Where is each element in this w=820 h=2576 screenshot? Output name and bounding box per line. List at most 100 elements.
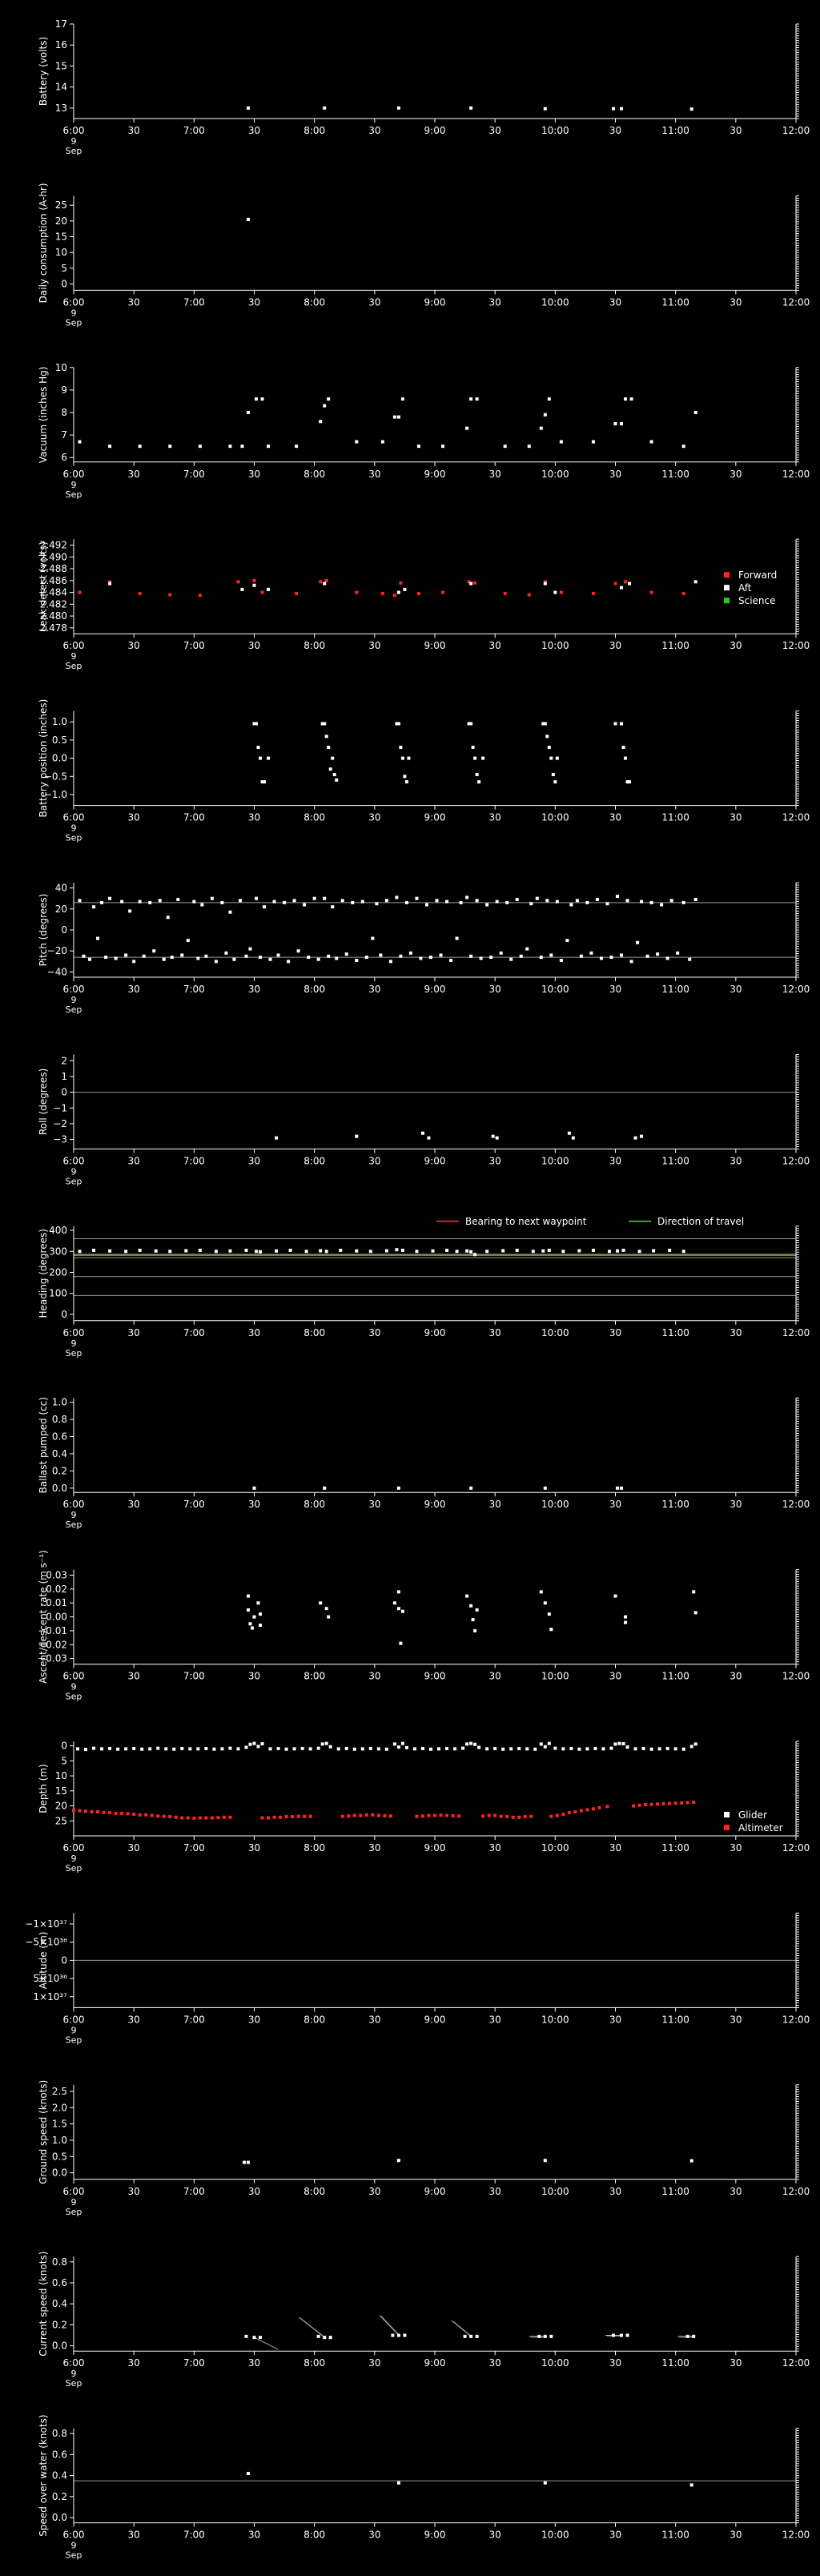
data-point xyxy=(272,1815,276,1819)
data-point xyxy=(272,900,276,904)
data-point xyxy=(355,440,359,444)
data-point xyxy=(228,445,232,449)
data-point xyxy=(465,426,469,430)
x-tick-sublabel: 9 xyxy=(71,2541,77,2551)
legend-label: Aft xyxy=(738,582,752,594)
data-point xyxy=(661,1801,665,1805)
x-tick-label: 8:00 xyxy=(303,812,325,823)
data-point xyxy=(591,592,595,596)
data-point xyxy=(368,1250,372,1254)
y-tick-label: 1×10³⁷ xyxy=(33,1991,67,2002)
data-point xyxy=(323,2336,327,2340)
y-tick-label: 0.8 xyxy=(52,1414,67,1425)
x-tick-label: 30 xyxy=(248,1155,260,1166)
data-point xyxy=(416,445,420,449)
data-point xyxy=(268,957,272,961)
x-tick-label: 11:00 xyxy=(661,1842,689,1854)
data-point xyxy=(308,1814,312,1818)
current-vector xyxy=(380,2315,401,2337)
data-point xyxy=(455,1250,459,1254)
x-tick-label: 6:00 xyxy=(63,1671,85,1682)
data-point xyxy=(108,1746,112,1750)
x-tick-label: 30 xyxy=(128,984,140,995)
x-tick-label: 30 xyxy=(730,469,742,480)
data-point xyxy=(168,593,172,597)
y-tick-label: 2.5 xyxy=(52,2086,67,2097)
data-point xyxy=(400,1248,404,1252)
data-point xyxy=(168,1815,172,1819)
x-tick-label: 30 xyxy=(609,125,621,136)
x-tick-label: 30 xyxy=(248,296,260,308)
data-point xyxy=(668,1248,672,1252)
x-tick-label: 11:00 xyxy=(661,984,689,995)
data-point xyxy=(620,422,624,426)
data-point xyxy=(399,745,403,749)
x-tick-label: 11:00 xyxy=(661,2014,689,2025)
data-point xyxy=(88,957,92,961)
data-point xyxy=(465,1742,469,1746)
current-vector xyxy=(379,2314,400,2336)
data-point xyxy=(624,756,628,760)
x-tick-label: 7:00 xyxy=(183,640,205,651)
data-point xyxy=(252,1741,256,1745)
x-tick-label: 9:00 xyxy=(424,2357,446,2369)
data-point xyxy=(404,1745,408,1749)
x-tick-label: 30 xyxy=(609,2530,621,2541)
data-point xyxy=(471,745,475,749)
x-tick-label: 30 xyxy=(609,2014,621,2025)
data-point xyxy=(174,1815,178,1819)
data-point xyxy=(495,900,499,904)
x-tick-label: 30 xyxy=(489,812,501,823)
data-point xyxy=(613,722,617,726)
data-point xyxy=(256,745,260,749)
data-point xyxy=(531,1250,535,1254)
data-point xyxy=(260,1741,264,1745)
x-tick-label: 8:00 xyxy=(303,1671,325,1682)
x-tick-label: 30 xyxy=(730,984,742,995)
y-tick-label: 0.02 xyxy=(46,1584,67,1595)
data-point xyxy=(621,1248,625,1252)
x-tick-label: 8:00 xyxy=(303,2357,325,2369)
y-tick-label: −1×10³⁷ xyxy=(25,1918,67,1930)
x-tick-label: 7:00 xyxy=(183,812,205,823)
x-tick-label: 7:00 xyxy=(183,296,205,308)
data-point xyxy=(295,592,299,596)
data-point xyxy=(577,1249,581,1253)
data-point xyxy=(403,775,407,779)
data-point xyxy=(396,590,400,594)
data-point xyxy=(543,580,547,584)
data-point xyxy=(84,1809,88,1813)
data-point xyxy=(150,1813,154,1817)
y-tick-label: 5×10³⁶ xyxy=(33,1973,67,1984)
x-tick-label: 30 xyxy=(128,1671,140,1682)
x-tick-label: 30 xyxy=(248,2186,260,2197)
data-point xyxy=(267,756,271,760)
data-point xyxy=(323,896,327,900)
data-point xyxy=(629,960,633,964)
data-point xyxy=(204,1816,208,1820)
data-point xyxy=(340,1814,344,1818)
data-point xyxy=(260,590,264,594)
data-point xyxy=(72,1809,75,1813)
data-point xyxy=(260,780,264,784)
data-point xyxy=(637,1803,641,1807)
data-point xyxy=(427,1136,431,1140)
data-point xyxy=(649,1747,653,1751)
x-tick-label: 9:00 xyxy=(424,1499,446,1510)
data-point xyxy=(645,954,649,958)
x-tick-label: 10:00 xyxy=(541,812,569,823)
data-point xyxy=(451,1813,455,1817)
data-point xyxy=(445,900,449,904)
x-tick-label: 12:00 xyxy=(782,1671,810,1682)
data-point xyxy=(192,900,196,904)
data-point xyxy=(78,1809,82,1813)
x-tick-label: 9:00 xyxy=(424,2530,446,2541)
data-point xyxy=(693,1611,697,1615)
y-axis-label: Heading (degrees) xyxy=(38,1229,49,1318)
data-point xyxy=(368,1746,372,1750)
data-point xyxy=(529,902,533,906)
x-tick-label: 7:00 xyxy=(183,2357,205,2369)
x-tick-label: 30 xyxy=(609,1155,621,1166)
data-point xyxy=(467,580,471,584)
